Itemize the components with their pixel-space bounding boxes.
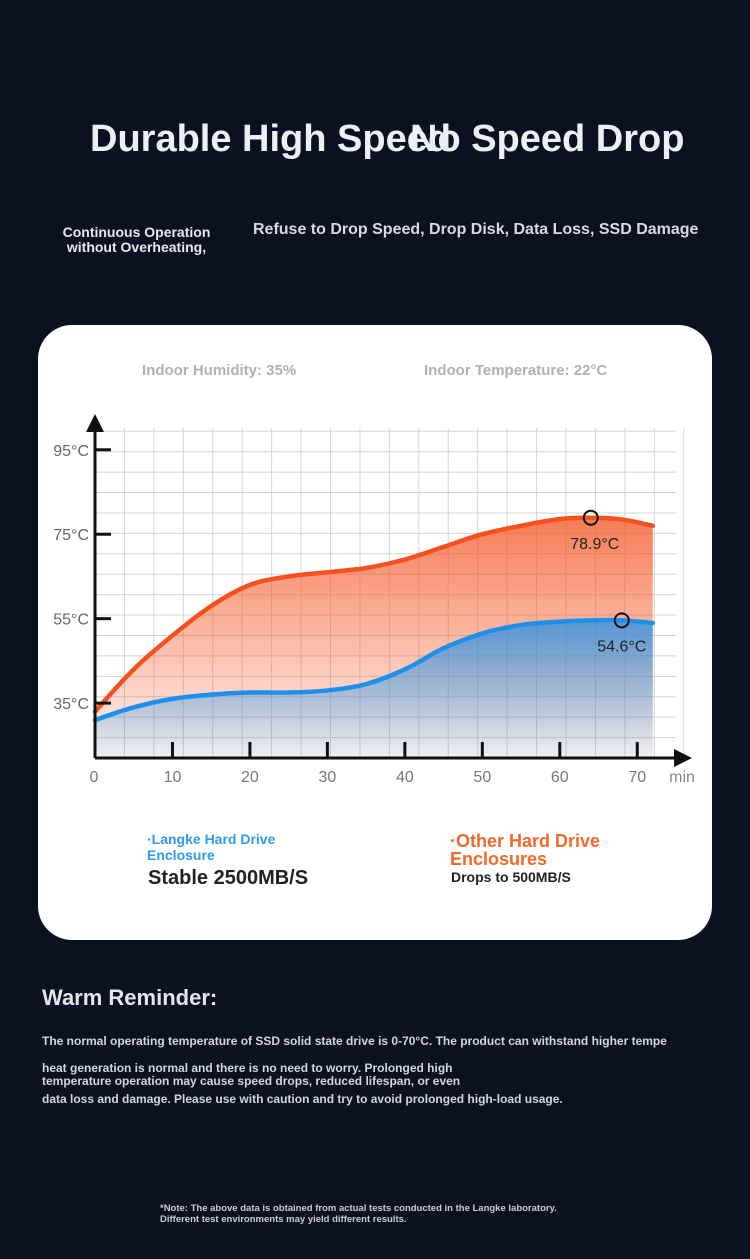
series-line-1: [92, 617, 656, 723]
legend-blue-title-text: ·Langke Hard Drive Enclosure: [147, 831, 276, 863]
y-tick-label: 35°C: [53, 696, 89, 713]
peak-label-blue: 54.6°C: [597, 638, 646, 655]
legend-orange-title-text: ·Other Hard Drive Enclosures: [450, 831, 601, 869]
reminder-line-3: data loss and damage. Please use with ca…: [42, 1092, 563, 1106]
temperature-chart: 35°C 55°C 75°C 95°C 0 10 20 30 40 50 60 70 min 78.9°C…: [53, 414, 695, 786]
peak-marker-blue: [613, 612, 630, 629]
x-tick-label: 20: [241, 769, 259, 786]
x-tick-label: 40: [396, 769, 414, 786]
header-title-overlap: Durable High Speed: [90, 118, 452, 160]
legend-blue-value: Stable 2500MB/S: [148, 867, 309, 889]
temperature-label: Indoor Temperature: 22°C: [424, 362, 608, 379]
reminder-line-2: heat generation is normal and there is n…: [42, 1062, 522, 1088]
footnote: *Note: The above data is obtained from a…: [160, 1203, 590, 1225]
legend-orange-title: ·Other Hard Drive Enclosures: [450, 832, 640, 868]
x-tick-label: 70: [628, 769, 646, 786]
reminder-line-2-text: heat generation is normal and there is n…: [42, 1061, 461, 1088]
x-tick-label: 0: [90, 769, 99, 786]
header-title-main: No Speed Drop: [410, 118, 685, 160]
y-axis-arrow: [86, 414, 104, 432]
y-tick-label: 55°C: [53, 612, 89, 629]
subtitle-left: Continuous Operation without Overheating…: [62, 224, 211, 255]
y-tick-label: 95°C: [53, 443, 89, 460]
x-tick-label: 60: [551, 769, 569, 786]
series-area-1: [95, 620, 653, 758]
x-tick-label: 50: [473, 769, 491, 786]
subtitle-right: Refuse to Drop Speed, Drop Disk, Data Lo…: [253, 221, 699, 238]
x-axis-arrow: [674, 749, 692, 767]
series-line-0: [92, 515, 656, 714]
footnote-text: *Note: The above data is obtained from a…: [160, 1203, 557, 1225]
legend-orange-value: Drops to 500MB/S: [451, 869, 571, 885]
x-unit-label: min: [669, 769, 695, 786]
humidity-label: Indoor Humidity: 35%: [142, 362, 297, 379]
legend-blue-title: ·Langke Hard Drive Enclosure: [147, 831, 307, 863]
peak-marker-orange: [582, 509, 599, 526]
x-tick-label: 30: [319, 769, 337, 786]
y-tick-label: 75°C: [53, 527, 89, 544]
reminder-title: Warm Reminder:: [42, 985, 218, 1010]
reminder-line-1: The normal operating temperature of SSD …: [42, 1034, 667, 1048]
x-tick-label: 10: [164, 769, 182, 786]
peak-label-orange: 78.9°C: [570, 536, 619, 553]
